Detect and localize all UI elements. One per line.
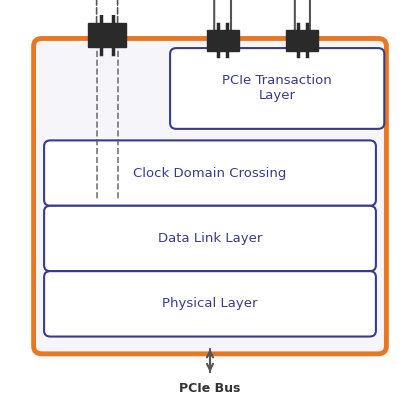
FancyBboxPatch shape bbox=[286, 30, 318, 51]
FancyBboxPatch shape bbox=[44, 271, 376, 336]
Text: Clock Domain Crossing: Clock Domain Crossing bbox=[133, 166, 287, 180]
FancyBboxPatch shape bbox=[88, 22, 126, 47]
Text: PCIe Bus: PCIe Bus bbox=[179, 382, 241, 394]
FancyBboxPatch shape bbox=[44, 140, 376, 206]
FancyBboxPatch shape bbox=[34, 38, 386, 354]
Text: Data Link Layer: Data Link Layer bbox=[158, 232, 262, 245]
Text: PCIe Transaction
Layer: PCIe Transaction Layer bbox=[222, 74, 332, 102]
FancyBboxPatch shape bbox=[170, 48, 384, 129]
Text: Physical Layer: Physical Layer bbox=[162, 297, 258, 310]
FancyBboxPatch shape bbox=[44, 206, 376, 271]
FancyBboxPatch shape bbox=[207, 30, 239, 51]
